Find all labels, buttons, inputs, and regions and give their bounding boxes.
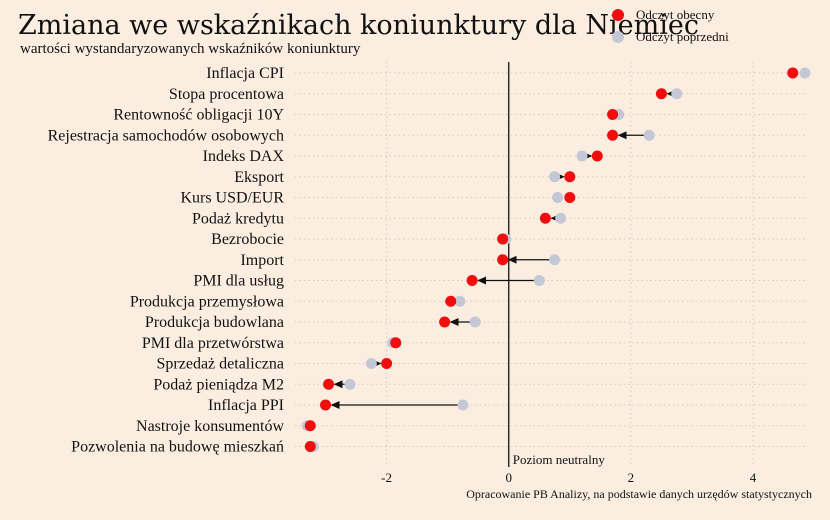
current-point-9 (497, 254, 509, 266)
legend-label-current: Odczyt obecny (636, 7, 715, 22)
current-point-14 (381, 358, 393, 369)
previous-point-14 (365, 358, 377, 369)
previous-point-1 (671, 88, 683, 100)
x-tick-label-0: -2 (381, 470, 392, 485)
category-label-14: Sprzedaż detaliczna (157, 356, 284, 373)
category-label-17: Nastroje konsumentów (136, 418, 284, 435)
category-label-1: Stopa procentowa (169, 86, 284, 103)
legend-swatch-current (612, 9, 624, 21)
category-label-3: Rejestracja samochodów osobowych (48, 127, 284, 144)
category-label-2: Rentowność obligacji 10Y (113, 107, 284, 124)
previous-point-4 (576, 150, 588, 162)
category-label-6: Kurs USD/EUR (180, 190, 284, 207)
previous-point-6 (552, 192, 564, 203)
category-label-18: Pozwolenia na budowę mieszkań (71, 439, 284, 456)
current-point-16 (320, 399, 332, 411)
previous-point-9 (549, 254, 561, 266)
current-point-18 (304, 441, 316, 452)
category-label-10: PMI dla usług (193, 273, 284, 290)
x-tick-label-3: 4 (750, 470, 757, 485)
previous-point-11 (454, 295, 466, 307)
category-label-16: Inflacja PPI (208, 397, 284, 414)
previous-point-12 (469, 316, 481, 328)
category-label-7: Podaż kredytu (192, 210, 284, 227)
current-point-15 (323, 378, 335, 390)
legend-item-current: Odczyt obecny (612, 4, 729, 26)
current-point-0 (787, 67, 799, 79)
category-label-11: Produkcja przemysłowa (130, 293, 284, 310)
neutral-label: Poziom neutralny (513, 452, 606, 467)
category-label-9: Import (240, 252, 284, 269)
x-tick-label-1: 0 (506, 470, 513, 485)
current-point-3 (607, 129, 619, 141)
current-point-8 (497, 233, 509, 245)
category-label-5: Eksport (234, 169, 284, 186)
previous-point-10 (533, 275, 545, 286)
category-label-4: Indeks DAX (203, 148, 285, 165)
previous-point-0 (799, 67, 811, 79)
current-point-2 (607, 109, 619, 120)
legend-label-previous: Odczyt poprzedni (636, 29, 729, 44)
category-label-13: PMI dla przetwórstwa (142, 335, 284, 352)
source-note: Opracowanie PB Analizy, na podstawie dan… (466, 487, 812, 501)
category-label-0: Inflacja CPI (206, 65, 284, 82)
current-point-5 (564, 171, 576, 183)
current-point-11 (445, 295, 457, 307)
current-point-4 (591, 150, 603, 162)
previous-point-16 (457, 399, 469, 411)
x-tick-label-2: 2 (628, 470, 635, 485)
chart-title: Zmiana we wskaźnikach koniunktury dla Ni… (18, 10, 699, 41)
category-label-12: Produkcja budowlana (145, 314, 284, 331)
chart-subtitle: wartości wystandaryzowanych wskaźników k… (20, 41, 361, 57)
current-point-1 (655, 88, 667, 100)
previous-point-3 (643, 129, 655, 141)
legend-swatch-previous (612, 31, 624, 43)
current-point-7 (539, 212, 551, 224)
current-point-13 (390, 337, 402, 349)
legend-item-previous: Odczyt poprzedni (612, 26, 729, 48)
current-point-12 (439, 316, 451, 328)
category-label-15: Podaż pieniądza M2 (153, 376, 284, 393)
previous-point-7 (555, 212, 567, 224)
current-point-6 (564, 192, 576, 203)
current-point-17 (304, 420, 316, 432)
legend: Odczyt obecny Odczyt poprzedni (612, 4, 729, 48)
category-label-8: Bezrobocie (211, 231, 284, 248)
current-point-10 (466, 275, 478, 286)
previous-point-5 (549, 171, 561, 183)
previous-point-15 (344, 378, 356, 390)
